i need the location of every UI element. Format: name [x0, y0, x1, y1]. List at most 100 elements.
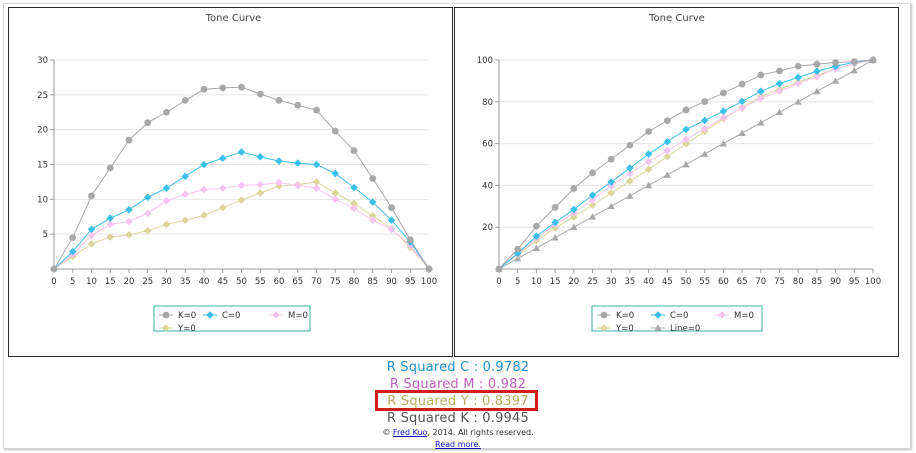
- left-chart-point-k-0: [350, 147, 358, 154]
- left-chart-point-y-0: [162, 220, 171, 229]
- right-chart-x-tick-label: 30: [606, 277, 617, 287]
- tone-curve-chart-left: Tone Curve 5 10 15 20 25 30 0 5 10 15 20 25 30 35 40 45 5…: [8, 7, 453, 357]
- left-chart-point-k-0: [369, 175, 377, 182]
- left-chart-point-k-0: [294, 101, 302, 109]
- right-chart-point-m-0: [663, 146, 672, 155]
- left-chart-point-m-0: [312, 184, 321, 192]
- left-chart-x-tick-label: 95: [405, 277, 416, 287]
- right-chart-point-k-0: [495, 265, 503, 273]
- left-chart-legend-label-c-0: C=0: [222, 311, 240, 321]
- copyright-text: , 2014. All rights reserved.: [427, 428, 534, 437]
- left-chart-point-c-0: [125, 205, 133, 214]
- r-squared-y-highlight-box: [375, 390, 538, 411]
- right-chart-x-tick-label: 85: [811, 277, 822, 287]
- left-chart-y-tick-label: 10: [37, 195, 48, 205]
- left-chart-legend-marker-c-0: [206, 311, 214, 319]
- right-chart-point-line-0: [757, 119, 765, 126]
- left-chart-point-m-0: [143, 209, 152, 218]
- right-chart-legend: [591, 305, 763, 332]
- left-chart-point-y-0: [87, 240, 96, 248]
- left-chart-point-m-0: [218, 184, 227, 192]
- left-chart-point-c-0: [162, 184, 171, 192]
- right-chart-x-tick-label: 100: [865, 277, 881, 287]
- left-chart-x-tick-label: 60: [274, 277, 285, 287]
- right-chart-point-k-0: [869, 56, 877, 64]
- right-chart-point-line-0: [682, 160, 690, 168]
- right-chart-point-c-0: [719, 107, 728, 116]
- right-chart-point-line-0: [850, 66, 858, 74]
- right-chart-title: Tone Curve: [648, 13, 705, 24]
- right-chart-x-tick-label: 90: [830, 277, 841, 287]
- right-chart-x-tick-label: 10: [531, 277, 542, 287]
- right-chart-point-c-0: [570, 205, 578, 214]
- right-chart-point-line-0: [738, 129, 746, 137]
- right-chart-legend-label-line-0: Line=0: [670, 324, 700, 334]
- left-chart-x-tick-label: 0: [51, 277, 56, 287]
- left-chart-point-c-0: [387, 216, 396, 225]
- left-chart-point-c-0: [237, 148, 246, 156]
- left-chart-point-y-0: [200, 211, 208, 220]
- left-chart-point-c-0: [368, 198, 377, 206]
- left-chart-x-tick-label: 100: [421, 277, 437, 287]
- right-chart-point-line-0: [607, 202, 615, 210]
- right-chart-x-tick-label: 55: [699, 277, 710, 287]
- right-chart-point-m-0: [626, 169, 634, 178]
- right-chart-point-k-0: [533, 222, 540, 230]
- right-chart-legend-label-c-0: C=0: [670, 311, 688, 321]
- right-chart-legend-label-y-0: Y=0: [615, 324, 634, 334]
- right-chart-point-y-0: [663, 152, 672, 161]
- author-link[interactable]: Fred Kuo: [392, 428, 428, 437]
- right-chart-point-k-0: [738, 80, 746, 88]
- right-chart-x-tick-label: 75: [774, 277, 785, 287]
- read-more-link[interactable]: Read more.: [435, 440, 481, 449]
- left-chart-point-k-0: [406, 236, 414, 244]
- tone-curve-chart-left-svg: Tone Curve 5 10 15 20 25 30 0 5 10 15 20 25 30 35 40 45 5…: [37, 13, 437, 334]
- left-chart-point-c-0: [200, 160, 208, 169]
- right-chart-point-m-0: [644, 157, 653, 166]
- left-chart-legend-marker-m-0: [272, 311, 280, 319]
- right-chart-x-tick-label: 20: [568, 277, 579, 287]
- right-chart-point-m-0: [813, 72, 821, 81]
- right-chart-point-line-0: [701, 150, 709, 157]
- right-chart-point-k-0: [757, 71, 765, 79]
- right-chart-point-c-0: [775, 79, 784, 88]
- left-chart-point-c-0: [350, 183, 358, 192]
- left-chart-x-tick-label: 85: [367, 277, 378, 287]
- left-chart-point-y-0: [143, 226, 152, 235]
- left-chart-point-k-0: [181, 97, 189, 104]
- right-chart-point-y-0: [570, 213, 578, 221]
- right-chart-x-tick-label: 35: [624, 277, 635, 287]
- left-chart-title: Tone Curve: [205, 13, 262, 24]
- left-chart-point-y-0: [125, 231, 133, 239]
- r-squared-c: R Squared C : 0.9782: [386, 360, 530, 375]
- right-chart-point-k-0: [514, 245, 522, 253]
- right-chart-point-y-0: [626, 177, 634, 186]
- left-chart-y-tick-label: 30: [37, 56, 48, 66]
- left-chart-point-y-0: [237, 196, 246, 204]
- left-chart-legend-label-m-0: M=0: [288, 311, 308, 321]
- right-chart-point-k-0: [626, 141, 634, 149]
- right-chart-point-k-0: [850, 58, 858, 66]
- left-chart-x-tick-label: 40: [199, 277, 210, 287]
- right-chart-legend-marker-line-0: [654, 324, 662, 331]
- left-chart-x-tick-label: 50: [236, 277, 247, 287]
- right-chart-legend-label-m-0: M=0: [734, 311, 754, 321]
- right-chart-point-c-0: [626, 164, 634, 172]
- right-chart-point-line-0: [626, 192, 634, 199]
- right-chart-point-c-0: [700, 116, 709, 125]
- right-chart-x-tick-label: 80: [793, 277, 804, 287]
- left-chart-y-tick-label: 25: [37, 91, 48, 101]
- right-chart-point-m-0: [719, 113, 728, 122]
- right-chart-point-k-0: [570, 185, 578, 192]
- right-chart-point-line-0: [832, 77, 840, 84]
- right-chart-point-k-0: [682, 106, 690, 114]
- right-chart-point-k-0: [589, 169, 596, 177]
- left-chart-point-k-0: [275, 97, 283, 104]
- right-chart-point-c-0: [794, 73, 802, 82]
- left-chart-x-tick-label: 30: [161, 277, 172, 287]
- left-chart-y-tick-label: 20: [37, 126, 48, 136]
- right-chart-point-line-0: [775, 108, 784, 116]
- right-chart-x-tick-label: 0: [496, 277, 501, 287]
- left-chart-point-y-0: [256, 189, 265, 197]
- left-chart-point-m-0: [106, 220, 115, 229]
